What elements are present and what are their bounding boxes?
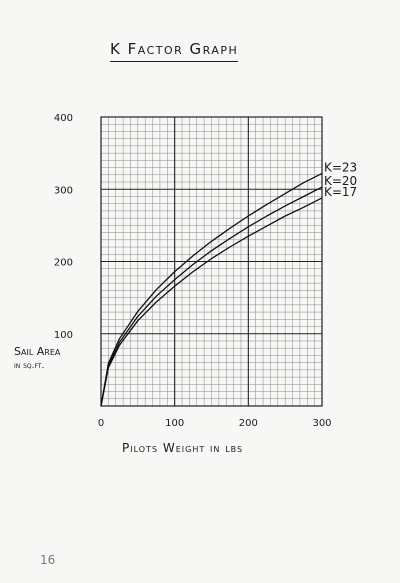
series-label: K=23 <box>324 160 357 174</box>
series-line <box>100 172 323 407</box>
series-label: K=17 <box>324 185 357 199</box>
x-tick-label: 100 <box>165 418 184 429</box>
series-line <box>100 197 323 407</box>
major-gridlines <box>101 117 322 406</box>
y-axis-label: Sail Area in sq.ft. <box>14 345 60 373</box>
y-tick-label: 400 <box>54 113 73 124</box>
chart-title: K Factor Graph <box>110 40 239 62</box>
plot-frame <box>100 116 323 407</box>
x-tick-label: 300 <box>312 418 331 429</box>
y-tick-label: 200 <box>54 258 73 269</box>
series-group <box>100 172 323 407</box>
series-line <box>100 186 323 407</box>
x-tick-label: 0 <box>98 418 104 429</box>
series-label: K=20 <box>324 174 357 188</box>
tick-labels: 0 100 200 300 100 200 300 400 <box>54 113 332 429</box>
series-labels: K=23K=20K=17 <box>324 160 357 199</box>
y-tick-label: 300 <box>54 185 73 196</box>
y-axis-label-line1: Sail Area <box>14 345 61 358</box>
x-tick-label: 200 <box>239 418 258 429</box>
y-axis-label-line2: in sq.ft. <box>14 361 45 371</box>
page-number: 16 <box>40 553 56 567</box>
x-axis-label: Pilots Weight in lbs <box>122 441 244 455</box>
y-tick-label: 100 <box>54 330 73 341</box>
